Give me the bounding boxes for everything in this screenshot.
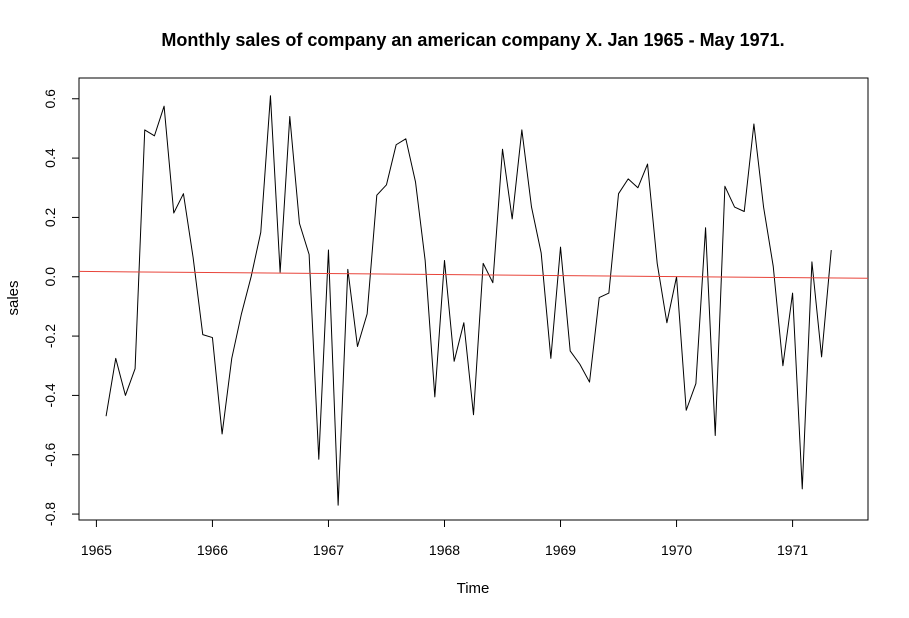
trend-line: [78, 270, 869, 279]
x-tick-label: 1969: [545, 542, 576, 558]
chart-title: Monthly sales of company an american com…: [161, 30, 784, 50]
x-axis: 1965 1966 1967 1968 1969 1970 1971: [81, 519, 808, 558]
x-tick-label: 1971: [777, 542, 808, 558]
y-tick-label: -0.6: [42, 442, 58, 466]
x-tick-label: 1966: [197, 542, 228, 558]
y-tick-label: -0.8: [42, 502, 58, 526]
y-tick-label: 0.0: [42, 267, 58, 287]
x-tick-label: 1965: [81, 542, 112, 558]
y-tick-label: -0.2: [42, 324, 58, 348]
x-tick-label: 1968: [429, 542, 460, 558]
x-axis-label: Time: [457, 580, 490, 597]
plot-box: [78, 77, 869, 521]
y-tick-label: 0.2: [42, 207, 58, 227]
y-tick-label: 0.4: [42, 148, 58, 168]
series-layer: [78, 95, 869, 506]
y-axis: -0.8 -0.6 -0.4 -0.2 0.0 0.2 0.4 0.6: [42, 89, 80, 526]
x-tick-label: 1967: [313, 542, 344, 558]
x-tick-label: 1970: [661, 542, 692, 558]
sales-series-line: [105, 95, 832, 506]
y-tick-label: -0.4: [42, 383, 58, 407]
y-tick-label: 0.6: [42, 89, 58, 109]
y-axis-label: sales: [5, 280, 22, 315]
